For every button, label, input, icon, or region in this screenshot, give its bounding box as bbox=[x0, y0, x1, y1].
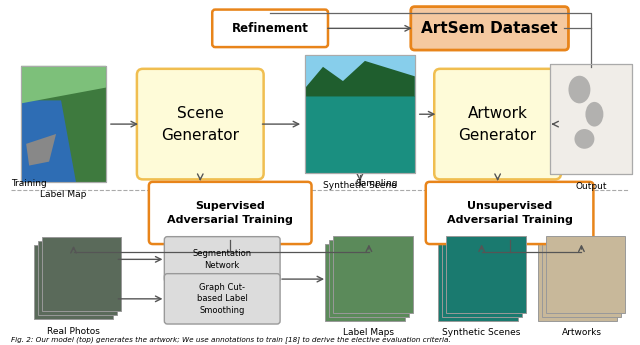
Text: Synthetic Scenes: Synthetic Scenes bbox=[442, 328, 521, 337]
Bar bbox=[442, 240, 522, 317]
FancyBboxPatch shape bbox=[164, 274, 280, 324]
Text: Supervised
Adversarial Training: Supervised Adversarial Training bbox=[167, 201, 293, 225]
Ellipse shape bbox=[568, 76, 591, 104]
Text: Synthetic Scene: Synthetic Scene bbox=[323, 181, 397, 190]
Polygon shape bbox=[305, 61, 415, 97]
Text: Segmentation
Network: Segmentation Network bbox=[193, 249, 252, 270]
Bar bbox=[21, 66, 106, 183]
FancyBboxPatch shape bbox=[137, 69, 264, 179]
Text: Refinement: Refinement bbox=[232, 22, 308, 35]
Bar bbox=[329, 240, 409, 317]
Text: Label Map: Label Map bbox=[40, 190, 87, 199]
Bar bbox=[538, 244, 618, 321]
Bar bbox=[545, 236, 625, 313]
Text: Unsupervised
Adversarial Training: Unsupervised Adversarial Training bbox=[447, 201, 573, 225]
FancyBboxPatch shape bbox=[149, 182, 312, 244]
Bar bbox=[305, 55, 415, 97]
Text: Scene
Generator: Scene Generator bbox=[161, 106, 239, 143]
FancyBboxPatch shape bbox=[426, 182, 593, 244]
Bar bbox=[550, 64, 632, 175]
Ellipse shape bbox=[586, 102, 604, 127]
Polygon shape bbox=[21, 66, 106, 104]
Bar bbox=[550, 64, 632, 175]
Bar bbox=[445, 236, 525, 313]
Bar bbox=[333, 236, 413, 313]
Bar bbox=[305, 55, 415, 174]
Bar bbox=[42, 237, 122, 311]
Bar bbox=[38, 241, 118, 315]
Text: Fig. 2: Our model (top) generates the artwork; We use annotations to train [18] : Fig. 2: Our model (top) generates the ar… bbox=[11, 336, 451, 343]
Text: ArtSem Dataset: ArtSem Dataset bbox=[421, 21, 558, 36]
Text: Artwork
Generator: Artwork Generator bbox=[459, 106, 536, 143]
Text: Graph Cut-
based Label
Smoothing: Graph Cut- based Label Smoothing bbox=[196, 283, 248, 315]
Text: Real Photos: Real Photos bbox=[47, 327, 100, 336]
FancyBboxPatch shape bbox=[411, 7, 568, 50]
Bar bbox=[438, 244, 518, 321]
Text: Label Maps: Label Maps bbox=[344, 328, 394, 337]
Bar bbox=[305, 55, 415, 174]
Ellipse shape bbox=[575, 129, 595, 149]
Text: Sampling: Sampling bbox=[355, 179, 397, 188]
Text: Artworks: Artworks bbox=[561, 328, 602, 337]
Text: Output: Output bbox=[575, 183, 607, 191]
Bar bbox=[541, 240, 621, 317]
Bar bbox=[21, 66, 106, 183]
Text: Training: Training bbox=[11, 179, 47, 188]
Bar bbox=[325, 244, 405, 321]
Polygon shape bbox=[21, 100, 76, 183]
Bar bbox=[34, 245, 113, 319]
Polygon shape bbox=[26, 134, 56, 166]
FancyBboxPatch shape bbox=[164, 237, 280, 282]
FancyBboxPatch shape bbox=[435, 69, 561, 179]
FancyBboxPatch shape bbox=[212, 10, 328, 47]
